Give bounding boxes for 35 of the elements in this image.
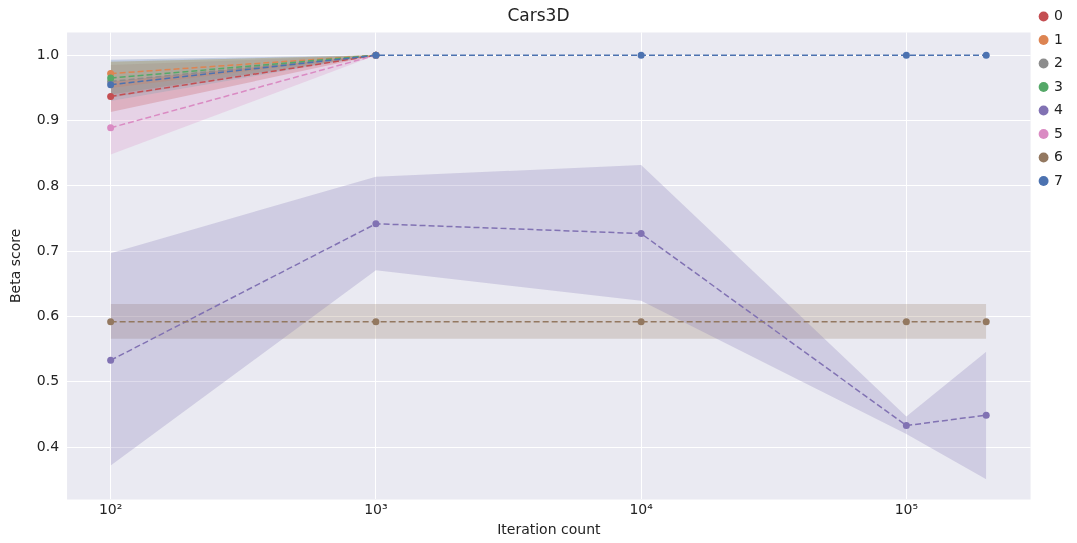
legend-label: 0 <box>1054 7 1064 24</box>
y-axis-title: Beta score <box>7 228 24 304</box>
legend-label: 5 <box>1054 124 1064 141</box>
point <box>637 230 645 238</box>
point <box>107 124 115 132</box>
y-tick-label: 0.9 <box>36 111 60 128</box>
point <box>902 318 910 326</box>
legend-label: 3 <box>1054 77 1064 94</box>
y-tick-label: 1.0 <box>36 45 60 62</box>
x-tick-label: 10³ <box>364 501 388 518</box>
point <box>372 220 380 228</box>
x-tick-label: 10⁴ <box>629 501 654 518</box>
x-tick-label: 10² <box>98 501 123 518</box>
y-tick-label: 0.6 <box>36 307 60 324</box>
legend-label: 4 <box>1054 101 1064 118</box>
point <box>107 81 115 89</box>
point <box>372 318 380 326</box>
point <box>902 422 910 430</box>
y-tick-label: 0.8 <box>36 176 60 193</box>
point <box>107 356 115 364</box>
x-tick-label: 10⁵ <box>894 501 919 518</box>
legend-label: 2 <box>1054 54 1064 71</box>
point <box>902 51 910 59</box>
chart-title: Cars3D <box>507 4 570 25</box>
y-tick-label: 0.4 <box>36 437 60 454</box>
legend-label: 1 <box>1054 30 1064 47</box>
point <box>107 318 115 326</box>
y-tick-label: 0.5 <box>36 372 60 389</box>
point <box>107 92 115 100</box>
point <box>637 51 645 59</box>
x-axis-title: Iteration count <box>497 521 601 538</box>
legend-label: 6 <box>1054 148 1064 165</box>
legend-label: 7 <box>1054 171 1064 188</box>
y-tick-label: 0.7 <box>36 241 60 258</box>
point <box>637 318 645 326</box>
